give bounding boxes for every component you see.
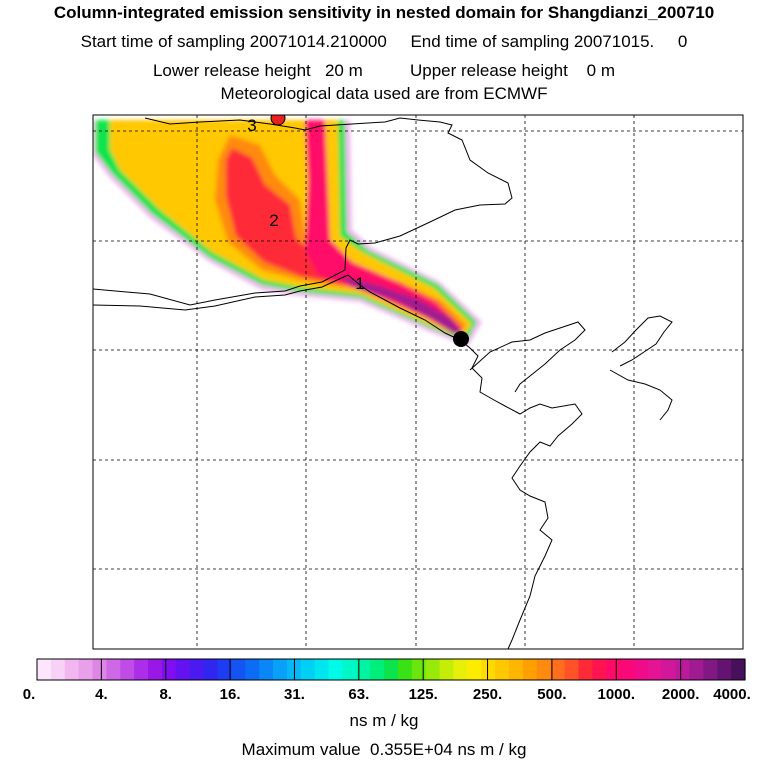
colorbar-swatch bbox=[717, 659, 732, 680]
label-day-3: 3 bbox=[247, 116, 256, 135]
colorbar-swatch bbox=[203, 659, 219, 680]
colorbar-tick-label: 0. bbox=[22, 686, 36, 703]
colorbar-tick-label: 16. bbox=[219, 686, 241, 703]
colorbar-swatch bbox=[148, 659, 163, 680]
figure-title: Column-integrated emission sensitivity i… bbox=[53, 3, 715, 22]
plume-footprint bbox=[93, 120, 482, 346]
colorbar-swatch bbox=[78, 659, 94, 680]
colorbar-swatch bbox=[259, 659, 274, 680]
colorbar-swatch bbox=[356, 659, 371, 680]
colorbar-swatch bbox=[231, 659, 246, 680]
colorbar-tick-label: 1000. bbox=[597, 686, 636, 703]
colorbar-tick-label: 8. bbox=[159, 686, 172, 703]
colorbar-swatch bbox=[120, 659, 135, 680]
colorbar-tick-label: 500. bbox=[537, 686, 567, 703]
colorbar-swatch bbox=[675, 659, 691, 680]
colorbar-swatch bbox=[175, 659, 191, 680]
label-day-1: 1 bbox=[355, 274, 364, 293]
colorbar-unit: ns m / kg bbox=[349, 711, 419, 730]
colorbar-swatch bbox=[397, 659, 413, 680]
colorbar-swatch bbox=[342, 659, 357, 680]
colorbar-swatch bbox=[453, 659, 468, 680]
colorbar-swatch bbox=[370, 659, 385, 680]
colorbar-swatch bbox=[314, 659, 330, 680]
colorbar-swatch bbox=[578, 659, 593, 680]
plume-layer-core bbox=[340, 276, 462, 334]
colorbar-swatch bbox=[425, 659, 441, 680]
colorbar-swatch bbox=[633, 659, 649, 680]
colorbar-tick-label: 2000. bbox=[661, 686, 700, 703]
colorbar-tick-label: 125. bbox=[408, 686, 438, 703]
colorbar-tick-label: 4000. bbox=[713, 686, 751, 703]
colorbar-swatch bbox=[703, 659, 718, 680]
plume-layer-channel bbox=[305, 120, 462, 334]
colorbar-tick-label: 31. bbox=[284, 686, 305, 703]
max-value-text: Maximum value 0.355E+04 ns m / kg bbox=[241, 740, 527, 759]
release-height-line: Lower release height 20 m Upper release … bbox=[152, 61, 616, 80]
colorbar-swatch bbox=[647, 659, 663, 680]
map-plot-area: 1 2 3 bbox=[93, 115, 743, 649]
colorbar-swatch bbox=[467, 659, 482, 680]
label-day-2: 2 bbox=[269, 211, 278, 230]
colorbar-swatch bbox=[522, 659, 538, 680]
colorbar-swatch bbox=[245, 659, 260, 680]
sampling-time-line: Start time of sampling 20071014.210000 E… bbox=[80, 32, 688, 51]
colorbar-swatch bbox=[564, 659, 580, 680]
meteo-source-line: Meteorological data used are from ECMWF bbox=[220, 84, 548, 103]
colorbar-swatch bbox=[134, 659, 149, 680]
colorbar-swatch bbox=[731, 659, 746, 680]
colorbar-swatch bbox=[328, 659, 344, 680]
colorbar-swatch bbox=[273, 659, 288, 680]
colorbar-swatch bbox=[592, 659, 607, 680]
colorbar-swatch bbox=[689, 659, 704, 680]
colorbar-dividers bbox=[36, 658, 746, 681]
colorbar-swatch bbox=[300, 659, 316, 680]
map-frame bbox=[92, 114, 744, 650]
colorbar-swatch bbox=[620, 659, 635, 680]
coastline bbox=[93, 117, 673, 649]
colorbar-swatch bbox=[536, 659, 552, 680]
colorbar-swatch bbox=[439, 659, 455, 680]
colorbar-swatch bbox=[384, 659, 399, 680]
colorbar-swatch bbox=[92, 659, 108, 680]
colorbar-outline bbox=[36, 658, 746, 681]
colorbar-swatch bbox=[161, 659, 177, 680]
graticule bbox=[93, 115, 743, 649]
colorbar-swatch bbox=[481, 659, 496, 680]
colorbar bbox=[37, 659, 746, 680]
colorbar-swatch bbox=[661, 659, 677, 680]
colorbar-swatch bbox=[606, 659, 621, 680]
colorbar-swatch bbox=[189, 659, 205, 680]
colorbar-swatch bbox=[550, 659, 566, 680]
receptor-marker bbox=[453, 331, 469, 347]
colorbar-swatch bbox=[411, 659, 427, 680]
colorbar-tick-label: 63. bbox=[348, 686, 370, 703]
colorbar-tick-label: 250. bbox=[472, 686, 503, 703]
colorbar-swatch bbox=[495, 659, 510, 680]
source-marker bbox=[270, 115, 286, 126]
colorbar-swatch bbox=[64, 659, 80, 680]
colorbar-swatch bbox=[509, 659, 524, 680]
colorbar-tick-label: 4. bbox=[95, 686, 108, 703]
colorbar-swatch bbox=[217, 659, 232, 680]
colorbar-swatch bbox=[50, 659, 66, 680]
colorbar-swatch bbox=[37, 659, 52, 680]
colorbar-swatch bbox=[106, 659, 121, 680]
